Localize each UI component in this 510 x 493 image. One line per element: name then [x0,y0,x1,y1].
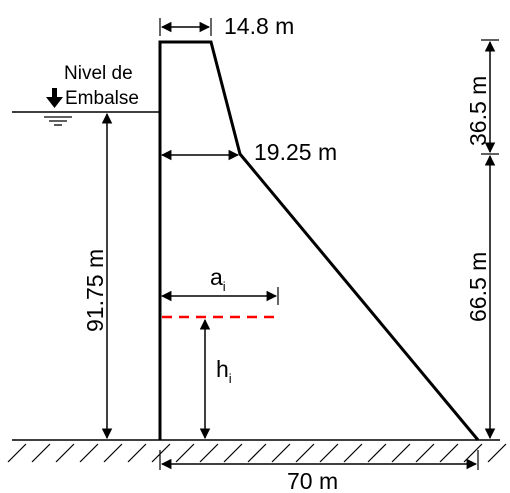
water-level-symbol [44,116,72,126]
base-width-label: 70 m [287,468,338,493]
dam-outline [158,40,480,441]
a-i-label: ai [210,264,226,294]
water-level-label-line1: Nivel de [64,63,133,84]
h-i-label: hi [216,356,232,386]
break-width-label: 19.25 m [254,139,337,165]
lower-height-label: 66.5 m [465,252,491,322]
water-depth-label: 91.75 m [82,249,108,332]
crest-width-label: 14.8 m [224,13,294,39]
upper-height-label: 36.5 m [465,76,491,146]
water-level-arrow-icon [46,88,63,108]
ground-hatching [7,443,507,463]
water-level-label-line2: Embalse [65,88,139,109]
